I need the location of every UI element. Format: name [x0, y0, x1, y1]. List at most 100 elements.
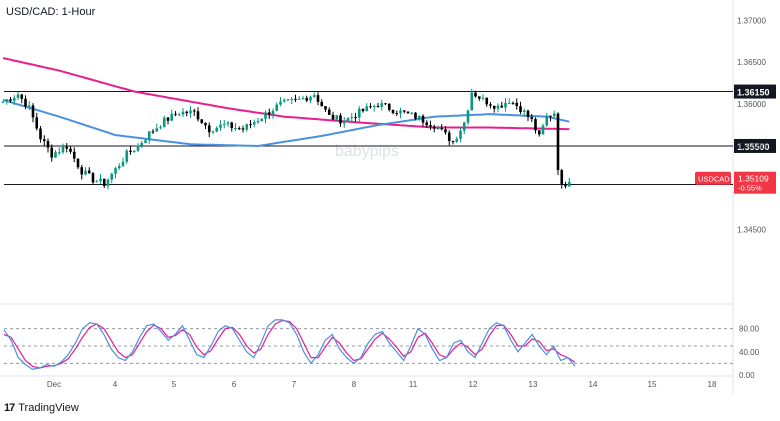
candle-body	[140, 143, 144, 146]
chart-title: USD/CAD: 1-Hour	[6, 6, 96, 18]
last-price-change: -0.55%	[738, 184, 762, 193]
tradingview-logo-icon: 17	[4, 402, 15, 414]
candle-body	[110, 173, 114, 180]
candle-body	[192, 110, 196, 112]
time-tick-label: 13	[529, 380, 538, 389]
candle-body	[260, 118, 264, 121]
candle-body	[294, 98, 297, 100]
candle-body	[219, 124, 222, 128]
candle-body	[410, 112, 414, 114]
candle-body	[339, 115, 342, 124]
ma-slow-line	[2, 57, 570, 131]
candle-body	[27, 105, 31, 107]
time-tick-label: 15	[648, 380, 657, 389]
last-price-value: 1.35109	[738, 174, 769, 184]
candle-body	[489, 104, 492, 106]
candle-body	[567, 181, 571, 187]
candle-body	[560, 170, 564, 185]
candle-body	[204, 122, 207, 126]
candle-body	[230, 122, 234, 129]
candle-body	[125, 150, 129, 162]
candle-body	[504, 102, 507, 108]
candle-body	[312, 95, 316, 97]
candle-body	[376, 106, 380, 108]
stoch-tick-label: 0.00	[739, 371, 755, 380]
stoch-d-line	[3, 319, 576, 369]
price-tick-label: 1.34500	[737, 226, 766, 235]
candle-body	[534, 119, 537, 131]
candle-body	[275, 104, 279, 111]
candle-body	[496, 105, 500, 109]
candle-body	[545, 115, 549, 126]
candle-body	[151, 131, 155, 133]
candle-body	[222, 123, 226, 125]
candle-body	[24, 98, 27, 107]
candle-body	[46, 141, 50, 148]
candle-body	[144, 140, 147, 144]
candle-body	[72, 151, 76, 159]
candle-body	[181, 111, 185, 115]
tradingview-logo-text: TradingView	[18, 402, 79, 414]
candle-body	[387, 103, 391, 110]
candle-body	[406, 111, 410, 114]
frame	[0, 0, 734, 394]
candle-body	[61, 146, 65, 153]
candle-body	[177, 114, 181, 116]
candle-body	[455, 138, 459, 142]
candle-body	[440, 128, 444, 130]
candle-body	[462, 122, 466, 131]
candle-body	[357, 108, 361, 118]
candle-body	[402, 110, 406, 112]
candle-body	[121, 161, 125, 167]
candle-body	[526, 110, 530, 118]
candle-body	[166, 117, 170, 121]
candle-body	[290, 98, 294, 100]
tradingview-logo[interactable]: 17 TradingView	[4, 402, 79, 414]
candle-body	[500, 105, 504, 108]
candle-body	[384, 103, 387, 105]
candle-body	[69, 148, 72, 152]
candles	[1, 88, 571, 190]
candle-body	[264, 112, 267, 119]
candle-body	[245, 124, 249, 130]
candle-body	[207, 125, 211, 133]
candle-body	[425, 122, 429, 126]
price-axis: 1.370001.365001.360001.355001.350001.345…	[695, 16, 776, 235]
candle-body	[200, 119, 204, 123]
candle-body	[380, 103, 384, 107]
candle-body	[35, 117, 39, 129]
candle-body	[39, 128, 42, 140]
candle-body	[417, 115, 421, 119]
candle-body	[1, 101, 5, 103]
candle-body	[87, 170, 91, 174]
candle-body	[50, 147, 54, 158]
candle-body	[522, 110, 526, 112]
candle-body	[54, 152, 57, 158]
candle-body	[477, 96, 481, 99]
candle-body	[432, 126, 436, 129]
horizontal-levels: 1.36150 1.35500	[4, 84, 776, 185]
candle-body	[552, 113, 556, 117]
candle-body	[226, 122, 230, 124]
price-tick-label: 1.36000	[737, 100, 766, 109]
candle-body	[466, 110, 470, 123]
time-tick-label: Dec	[47, 380, 61, 389]
stochastic-panel: 80.00 40.00 0.00	[3, 319, 760, 380]
candle-body	[282, 99, 286, 102]
candle-body	[297, 98, 301, 100]
candle-body	[136, 145, 140, 151]
candle-body	[421, 115, 425, 123]
candle-body	[515, 102, 519, 107]
candle-body	[350, 117, 354, 119]
candle-body	[511, 102, 515, 104]
candle-body	[189, 110, 192, 114]
time-tick-label: 6	[232, 380, 237, 389]
candle-body	[256, 120, 260, 123]
time-tick-label: 8	[352, 380, 357, 389]
candle-body	[117, 166, 121, 169]
candle-body	[395, 113, 399, 115]
candle-body	[474, 92, 477, 97]
price-tick-label: 1.35500	[737, 142, 766, 151]
time-tick-label: 5	[172, 380, 177, 389]
candle-body	[436, 128, 440, 130]
